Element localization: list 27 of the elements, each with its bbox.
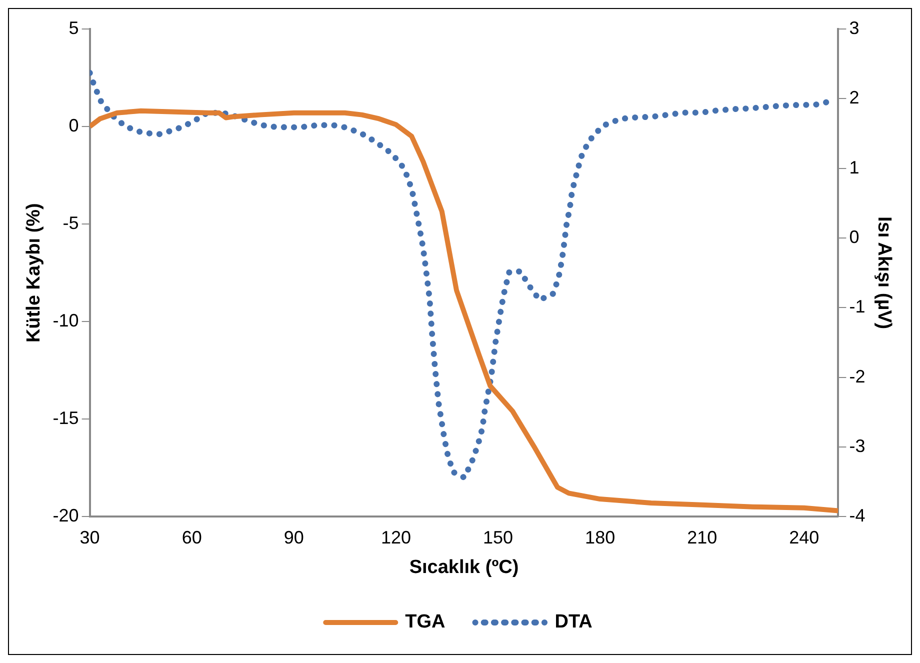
y-tick-label: -20 xyxy=(52,506,79,526)
y-tick-label: -10 xyxy=(52,310,79,331)
y-axis-title: Kütle Kaybı (%) xyxy=(24,203,45,342)
x-tick-label: 210 xyxy=(687,527,718,548)
y2-axis-title: Isı Akışı (µV) xyxy=(873,216,894,330)
x-tick-label: 150 xyxy=(483,527,514,548)
y2-tick-label: -3 xyxy=(849,436,866,456)
x-tick-label: 180 xyxy=(585,527,616,548)
x-tick-label: 240 xyxy=(789,527,820,548)
y-tick-label: 5 xyxy=(68,18,79,38)
x-tick-label: 60 xyxy=(182,527,202,548)
y2-tick-label: -1 xyxy=(849,296,866,317)
y2-tick-label: 1 xyxy=(849,157,860,178)
x-tick-label: 120 xyxy=(380,527,411,548)
y2-tick-label: 0 xyxy=(849,226,860,247)
x-tick-label: 30 xyxy=(80,527,100,548)
legend-label: DTA xyxy=(554,612,593,633)
x-tick-label: 90 xyxy=(284,527,304,548)
y2-tick-label: 3 xyxy=(849,18,860,38)
x-axis-title: Sıcaklık (ºC) xyxy=(409,556,519,578)
y2-tick-label: -4 xyxy=(849,506,866,526)
y-tick-label: -5 xyxy=(62,213,79,234)
y-tick-label: 0 xyxy=(68,115,79,136)
y2-tick-label: 2 xyxy=(849,88,860,108)
y-tick-label: -15 xyxy=(52,408,79,428)
y2-tick-label: -2 xyxy=(849,366,866,386)
legend-label: TGA xyxy=(405,612,446,633)
